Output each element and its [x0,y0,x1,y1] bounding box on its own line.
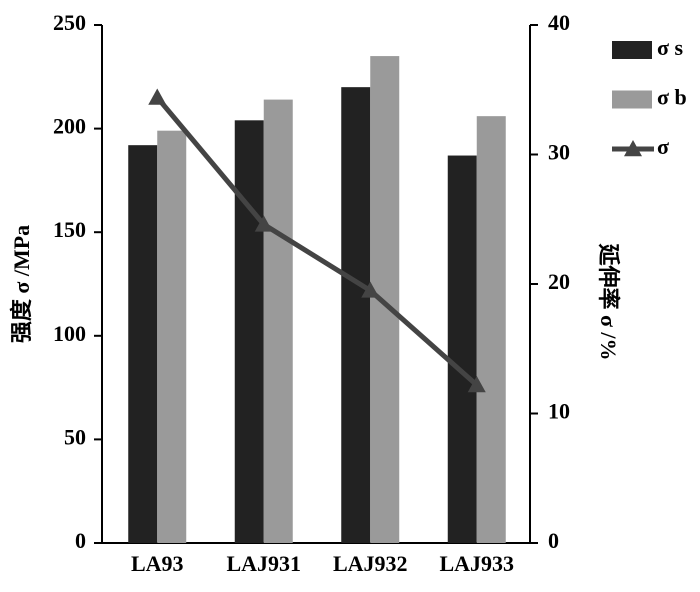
line-marker [148,88,167,105]
line-marker [361,281,380,298]
bar [447,155,477,543]
legend-swatch [624,140,642,157]
legend-label: σ [657,134,669,159]
bar [157,130,187,543]
line-marker [467,376,486,393]
y-tick-label: 200 [53,114,86,139]
bar [128,145,158,543]
y-tick-label: 150 [53,217,86,242]
y-tick-label: 0 [75,528,86,553]
x-tick-label: LA93 [131,551,184,576]
bar [263,99,293,543]
line [155,95,479,387]
y2-tick-label: 20 [548,269,570,294]
bar [234,120,264,543]
y-tick-label: 100 [53,321,86,346]
y2-tick-label: 0 [548,528,559,553]
y2-tick-label: 30 [548,140,570,165]
y2-tick-label: 40 [548,10,570,35]
bar [476,116,506,543]
legend-label: σ b [657,85,687,110]
y-tick-label: 250 [53,10,86,35]
bar [341,87,371,543]
y-axis-label: 强度 σ /MPa [9,225,34,343]
y2-tick-label: 10 [548,399,570,424]
x-tick-label: LAJ931 [226,551,301,576]
x-tick-label: LAJ932 [333,551,408,576]
line-marker [254,215,273,232]
legend-swatch [612,90,652,109]
y-tick-label: 50 [64,424,86,449]
bar [370,56,400,543]
legend-label: σ s [657,35,683,60]
legend-swatch [612,41,652,59]
y2-axis-label: 延伸率 σ /% [596,242,621,360]
x-tick-label: LAJ933 [439,551,514,576]
